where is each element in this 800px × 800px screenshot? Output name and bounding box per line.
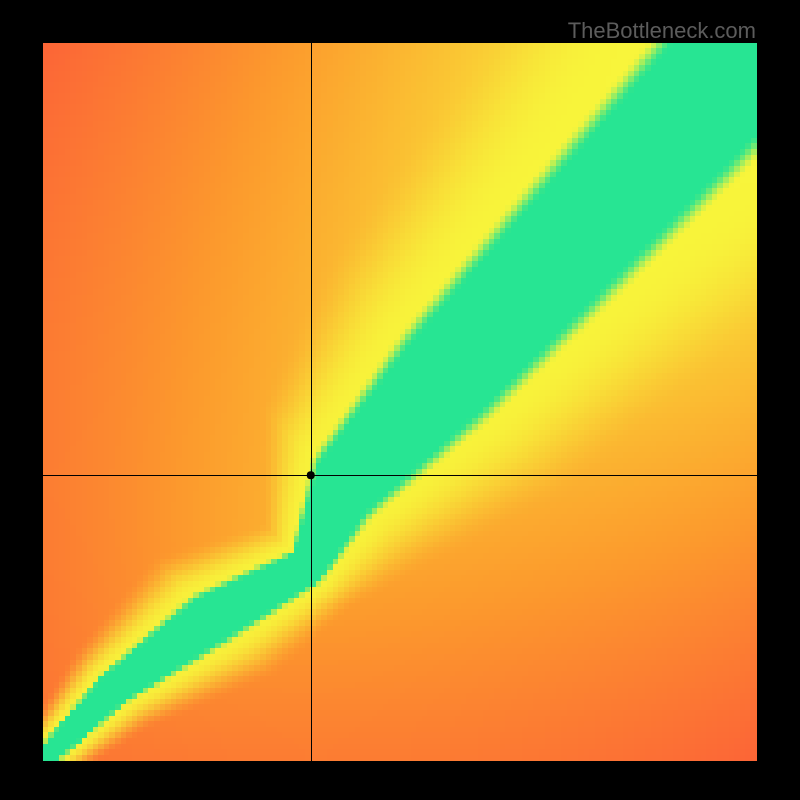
watermark-text: TheBottleneck.com <box>568 18 756 44</box>
bottleneck-heatmap-canvas <box>43 43 757 761</box>
